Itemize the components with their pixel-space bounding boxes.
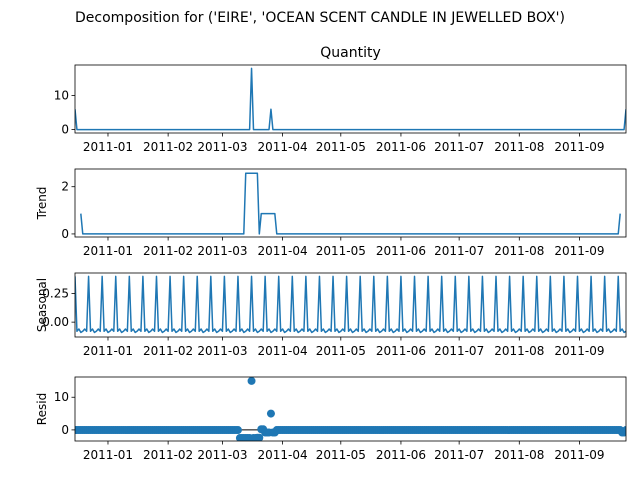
x-tick-label: 2011-03 — [197, 140, 247, 154]
x-tick-label: 2011-07 — [434, 140, 484, 154]
x-tick-label: 2011-08 — [494, 344, 544, 358]
x-tick-label: 2011-09 — [554, 140, 604, 154]
x-tick-label: 2011-09 — [554, 244, 604, 258]
x-tick-label: 2011-07 — [434, 244, 484, 258]
y-axis-label: Resid — [35, 393, 49, 425]
y-tick-label: 0 — [61, 227, 69, 241]
x-tick-label: 2011-06 — [376, 140, 426, 154]
resid-point — [255, 433, 264, 441]
y-tick-label: 10 — [54, 89, 69, 103]
x-tick-label: 2011-04 — [258, 344, 308, 358]
x-tick-label: 2011-05 — [316, 344, 366, 358]
x-tick-label: 2011-02 — [143, 448, 193, 462]
axes-frame — [74, 168, 627, 238]
y-tick-label: 0 — [61, 423, 69, 437]
x-tick-label: 2011-06 — [376, 344, 426, 358]
series-line — [75, 67, 626, 131]
y-tick-label: 10 — [54, 390, 69, 404]
x-tick-label: 2011-03 — [197, 344, 247, 358]
x-tick-label: 2011-06 — [376, 448, 426, 462]
x-tick-label: 2011-02 — [143, 244, 193, 258]
x-tick-label: 2011-04 — [258, 448, 308, 462]
x-tick-label: 2011-01 — [83, 448, 133, 462]
panel-3: 0.00 0.25 2011-01 2011-02 2011-03 2011-04 2011… — [35, 272, 627, 358]
figure-suptitle: Decomposition for ('EIRE', 'OCEAN SCENT … — [75, 10, 565, 26]
x-tick-label: 2011-03 — [197, 448, 247, 462]
x-tick-label: 2011-08 — [494, 448, 544, 462]
plot-area — [75, 377, 626, 441]
panel-title: Quantity — [320, 45, 381, 61]
y-axis-label: Seasonal — [35, 278, 49, 332]
x-tick-label: 2011-09 — [554, 448, 604, 462]
x-tick-label: 2011-07 — [434, 344, 484, 358]
plot-area — [80, 172, 621, 235]
y-tick-label: 0.25 — [42, 287, 69, 301]
x-tick-label: 2011-04 — [258, 140, 308, 154]
x-tick-label: 2011-08 — [494, 140, 544, 154]
x-tick-label: 2011-01 — [83, 244, 133, 258]
resid-point — [233, 426, 242, 435]
resid-point — [266, 409, 275, 418]
x-tick-label: 2011-09 — [554, 344, 604, 358]
resid-point — [622, 426, 626, 435]
y-tick-label: 0.00 — [42, 315, 69, 329]
x-tick-label: 2011-02 — [143, 344, 193, 358]
panel-2: 0 2 2011-01 2011-02 2011-03 2011-04 2011-05 201… — [35, 168, 627, 258]
y-tick-label: 2 — [61, 180, 69, 194]
axes-frame — [74, 376, 627, 442]
x-tick-label: 2011-03 — [197, 244, 247, 258]
y-axis-label: Trend — [35, 187, 49, 221]
seasonal-line — [75, 275, 626, 334]
x-tick-label: 2011-07 — [434, 448, 484, 462]
x-tick-label: 2011-06 — [376, 244, 426, 258]
axes-frame — [74, 272, 627, 338]
resid-point — [247, 377, 256, 385]
x-tick-label: 2011-02 — [143, 140, 193, 154]
plot-area — [75, 275, 626, 334]
x-tick-label: 2011-05 — [316, 140, 366, 154]
x-tick-label: 2011-01 — [83, 344, 133, 358]
x-tick-label: 2011-01 — [83, 140, 133, 154]
panel-1: 0 10 2011-01 2011-02 2011-03 2011-04 2011-05 20… — [54, 45, 627, 154]
panel-4: 0 10 2011-01 2011-02 2011-03 2011-04 2011-05 20… — [35, 376, 627, 462]
x-tick-label: 2011-08 — [494, 244, 544, 258]
series-line — [80, 172, 621, 235]
plot-area — [75, 67, 626, 131]
y-tick-label: 0 — [61, 123, 69, 137]
x-tick-label: 2011-05 — [316, 448, 366, 462]
axes-frame — [74, 64, 627, 134]
x-tick-label: 2011-05 — [316, 244, 366, 258]
x-tick-label: 2011-04 — [258, 244, 308, 258]
